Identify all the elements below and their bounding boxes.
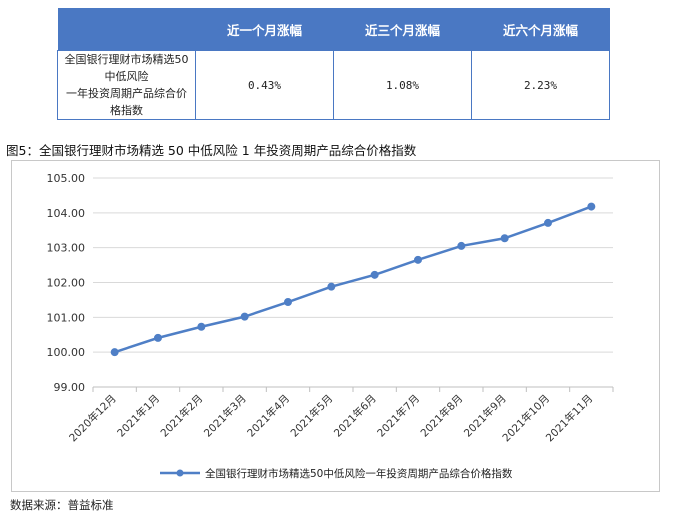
table-row: 全国银行理财市场精选50中低风险 一年投资周期产品综合价格指数 0.43% 1.… — [57, 50, 610, 120]
figure-caption: 图5：全国银行理财市场精选 50 中低风险 1 年投资周期产品综合价格指数 — [6, 143, 417, 158]
header-1m-change: 近一个月涨幅 — [195, 8, 334, 51]
index-name-line1: 全国银行理财市场精选50中低风险 — [64, 53, 189, 83]
x-tick-label: 2021年3月 — [201, 392, 249, 440]
x-tick-label: 2021年9月 — [461, 392, 509, 440]
x-tick-label: 2021年1月 — [114, 392, 162, 440]
data-point — [587, 202, 596, 211]
data-point — [284, 298, 292, 307]
x-tick-label: 2021年8月 — [418, 392, 466, 440]
y-tick-label: 102.00 — [47, 277, 86, 290]
chart-frame: 99.00 100.00 101.00 102.00 103.00 104.00 105.0… — [11, 160, 660, 492]
y-tick-label: 100.00 — [47, 346, 86, 359]
data-point — [414, 255, 422, 264]
y-tick-label: 105.00 — [47, 172, 86, 185]
value-3m-change: 1.08% — [333, 50, 472, 120]
y-tick-label: 99.00 — [54, 381, 86, 394]
index-name-line2: 一年投资周期产品综合价格指数 — [66, 87, 187, 117]
data-point — [370, 270, 379, 279]
table-header-corner — [57, 8, 196, 51]
data-point — [197, 322, 206, 331]
x-tick-label: 2021年6月 — [331, 392, 379, 440]
x-tick-label: 2020年12月 — [66, 392, 118, 444]
data-point — [154, 333, 162, 342]
data-point — [457, 241, 466, 250]
data-point — [500, 234, 509, 243]
data-point — [240, 312, 249, 321]
source-note: 数据来源：普益标准 — [10, 498, 114, 512]
x-tick-label: 2021年7月 — [374, 392, 422, 440]
table-header-row: 近一个月涨幅 近三个月涨幅 近六个月涨幅 — [57, 8, 610, 51]
y-tick-label: 103.00 — [47, 242, 86, 255]
x-tick-label: 2021年4月 — [244, 392, 292, 440]
x-tick-label: 2021年5月 — [288, 392, 336, 440]
x-tick-label: 2021年2月 — [158, 392, 206, 440]
line-chart: 99.00 100.00 101.00 102.00 103.00 104.00 105.0… — [47, 172, 614, 480]
legend-label: 全国银行理财市场精选50中低风险一年投资周期产品综合价格指数 — [205, 467, 513, 480]
data-point — [327, 282, 336, 291]
x-tick-label: 2021年11月 — [543, 392, 595, 444]
index-name-cell: 全国银行理财市场精选50中低风险 一年投资周期产品综合价格指数 — [57, 50, 196, 120]
value-1m-change: 0.43% — [195, 50, 334, 120]
data-point — [110, 348, 119, 357]
legend-marker — [176, 469, 184, 477]
series-line — [114, 205, 592, 354]
value-6m-change: 2.23% — [471, 50, 610, 120]
summary-table: 近一个月涨幅 近三个月涨幅 近六个月涨幅 全国银行理财市场精选50中低风险 一年… — [57, 8, 610, 120]
y-tick-label: 101.00 — [47, 311, 86, 324]
header-3m-change: 近三个月涨幅 — [333, 8, 472, 51]
header-6m-change: 近六个月涨幅 — [471, 8, 610, 51]
data-point — [544, 218, 552, 227]
y-tick-label: 104.00 — [47, 207, 86, 220]
